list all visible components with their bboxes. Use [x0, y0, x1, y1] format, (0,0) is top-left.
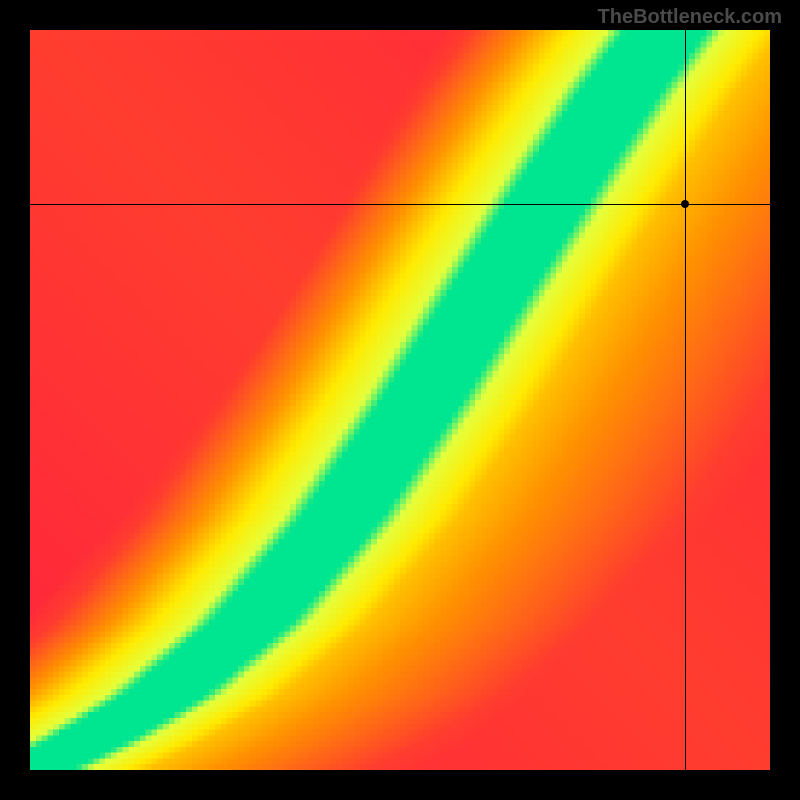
crosshair-vertical [685, 30, 686, 770]
heatmap-plot [30, 30, 770, 770]
crosshair-marker [681, 200, 689, 208]
heatmap-canvas [30, 30, 770, 770]
crosshair-horizontal [30, 204, 770, 205]
watermark-text: TheBottleneck.com [598, 6, 782, 29]
